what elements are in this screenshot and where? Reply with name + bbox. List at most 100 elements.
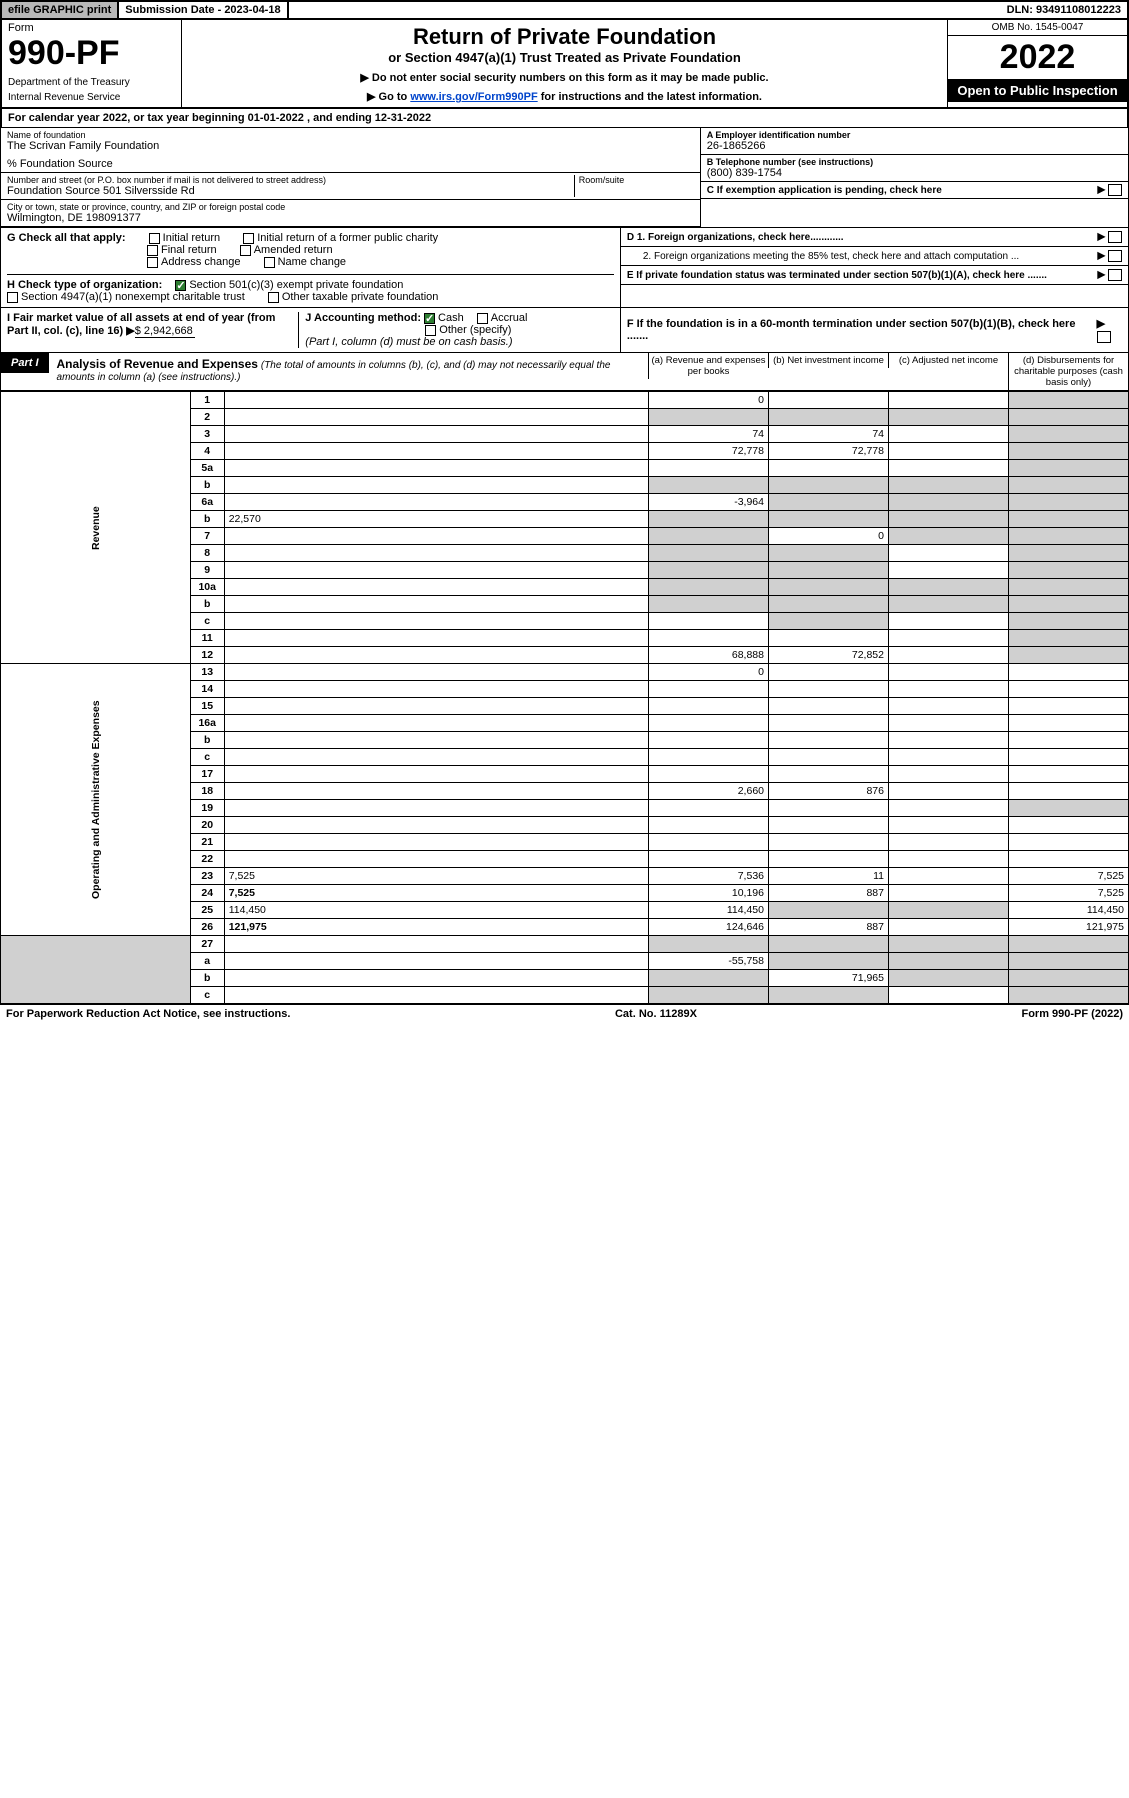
form-header: Form 990-PF Department of the Treasury I… — [0, 20, 1129, 109]
page-footer: For Paperwork Reduction Act Notice, see … — [0, 1004, 1129, 1023]
tel-label: B Telephone number (see instructions) — [707, 157, 1122, 167]
name-label: Name of foundation — [7, 130, 694, 140]
c-label: C If exemption application is pending, c… — [707, 185, 942, 196]
irs-label: Internal Revenue Service — [8, 92, 175, 103]
address-cell: Number and street (or P.O. box number if… — [1, 173, 700, 200]
i-value: $ 2,942,668 — [135, 325, 195, 338]
submission-date: Submission Date - 2023-04-18 — [119, 2, 288, 18]
entity-info: Name of foundation The Scrivan Family Fo… — [0, 128, 1129, 228]
g-address-checkbox[interactable] — [147, 257, 158, 268]
col-b-header: (b) Net investment income — [768, 353, 888, 368]
j-cash: Cash — [438, 312, 464, 324]
goto-pre: ▶ Go to — [367, 91, 410, 103]
e-checkbox[interactable] — [1108, 269, 1122, 281]
part1-title: Analysis of Revenue and Expenses — [57, 357, 258, 371]
footer-formref: Form 990-PF (2022) — [1021, 1008, 1123, 1020]
tel-value: (800) 839-1754 — [707, 167, 1122, 179]
col-d-header: (d) Disbursements for charitable purpose… — [1008, 353, 1128, 390]
city-cell: City or town, state or province, country… — [1, 200, 700, 227]
d2-label: 2. Foreign organizations meeting the 85%… — [627, 251, 1019, 262]
addr-label: Number and street (or P.O. box number if… — [7, 175, 574, 185]
foundation-name: The Scrivan Family Foundation — [7, 140, 694, 152]
room-label: Room/suite — [579, 175, 694, 185]
d1-label: D 1. Foreign organizations, check here..… — [627, 232, 844, 243]
side-label: Revenue — [1, 392, 191, 664]
open-to-public: Open to Public Inspection — [948, 79, 1127, 102]
h-opt1: Section 501(c)(3) exempt private foundat… — [189, 279, 403, 291]
part1-label: Part I — [1, 353, 49, 373]
top-bar: efile GRAPHIC print Submission Date - 20… — [0, 0, 1129, 20]
g-label: G Check all that apply: — [7, 232, 126, 244]
revenue-expense-table: Revenue10237474472,77872,7785ab6a-3,964b… — [0, 391, 1129, 1004]
street-address: Foundation Source 501 Silversside Rd — [7, 185, 574, 197]
g-section: G Check all that apply: Initial return I… — [7, 232, 614, 268]
f-label: F If the foundation is in a 60-month ter… — [627, 318, 1097, 342]
form990pf-link[interactable]: www.irs.gov/Form990PF — [410, 91, 537, 103]
part1-header: Part I Analysis of Revenue and Expenses … — [0, 353, 1129, 391]
j-accrual: Accrual — [491, 312, 528, 324]
h-501c3-checkbox[interactable] — [175, 280, 186, 291]
foundation-name-cell: Name of foundation The Scrivan Family Fo… — [1, 128, 700, 173]
year-block: OMB No. 1545-0047 2022 Open to Public In… — [947, 20, 1127, 107]
dln: DLN: 93491108012223 — [1001, 2, 1127, 18]
goto-post: for instructions and the latest informat… — [538, 91, 762, 103]
h-opt3: Other taxable private foundation — [282, 291, 439, 303]
g-amended-checkbox[interactable] — [240, 245, 251, 256]
f-checkbox[interactable] — [1097, 331, 1111, 343]
g-initial-former-checkbox[interactable] — [243, 233, 254, 244]
form-word: Form — [8, 22, 175, 34]
c-checkbox[interactable] — [1108, 184, 1122, 196]
e-row: E If private foundation status was termi… — [621, 266, 1128, 285]
g-opt-name: Name change — [278, 256, 347, 268]
d1-checkbox[interactable] — [1108, 231, 1122, 243]
ein-value: 26-1865266 — [707, 140, 1122, 152]
j-accrual-checkbox[interactable] — [477, 313, 488, 324]
city-state-zip: Wilmington, DE 198091377 — [7, 212, 694, 224]
h-opt2: Section 4947(a)(1) nonexempt charitable … — [21, 291, 245, 303]
j-cash-checkbox[interactable] — [424, 313, 435, 324]
h-section: H Check type of organization: Section 50… — [7, 274, 614, 303]
omb-number: OMB No. 1545-0047 — [948, 20, 1127, 36]
j-label: J Accounting method: — [305, 312, 421, 324]
g-opt-address: Address change — [161, 256, 241, 268]
form-id-block: Form 990-PF Department of the Treasury I… — [2, 20, 182, 107]
g-name-checkbox[interactable] — [264, 257, 275, 268]
g-final-checkbox[interactable] — [147, 245, 158, 256]
efile-label[interactable]: efile GRAPHIC print — [2, 2, 119, 18]
g-initial-checkbox[interactable] — [149, 233, 160, 244]
j-note: (Part I, column (d) must be on cash basi… — [305, 336, 614, 348]
i-j-row: I Fair market value of all assets at end… — [0, 308, 1129, 353]
tax-year: 2022 — [948, 36, 1127, 79]
footer-catno: Cat. No. 11289X — [615, 1008, 697, 1020]
col-a-header: (a) Revenue and expenses per books — [648, 353, 768, 379]
ein-cell: A Employer identification number 26-1865… — [701, 128, 1128, 155]
form-number: 990-PF — [8, 34, 175, 73]
j-other: Other (specify) — [439, 324, 511, 336]
d2-row: 2. Foreign organizations meeting the 85%… — [621, 247, 1128, 266]
care-of: % Foundation Source — [7, 158, 694, 170]
g-opt-initial: Initial return — [163, 232, 220, 244]
g-opt-final: Final return — [161, 244, 217, 256]
h-other-checkbox[interactable] — [268, 292, 279, 303]
city-label: City or town, state or province, country… — [7, 202, 694, 212]
form-subtitle: or Section 4947(a)(1) Trust Treated as P… — [192, 50, 937, 65]
g-h-row: G Check all that apply: Initial return I… — [0, 228, 1129, 308]
table-row: 27 — [1, 936, 1129, 953]
ein-label: A Employer identification number — [707, 130, 1122, 140]
d2-checkbox[interactable] — [1108, 250, 1122, 262]
h-label: H Check type of organization: — [7, 279, 162, 291]
g-opt-former: Initial return of a former public charit… — [257, 232, 438, 244]
footer-paperwork: For Paperwork Reduction Act Notice, see … — [6, 1008, 290, 1020]
form-title-block: Return of Private Foundation or Section … — [182, 20, 947, 107]
goto-note: ▶ Go to www.irs.gov/Form990PF for instru… — [192, 90, 937, 103]
col-c-header: (c) Adjusted net income — [888, 353, 1008, 368]
calendar-year-line: For calendar year 2022, or tax year begi… — [0, 109, 1129, 128]
side-label: Operating and Administrative Expenses — [1, 664, 191, 936]
form-title: Return of Private Foundation — [192, 24, 937, 50]
ssn-warning: ▶ Do not enter social security numbers o… — [192, 71, 937, 84]
j-other-checkbox[interactable] — [425, 325, 436, 336]
dept-treasury: Department of the Treasury — [8, 77, 175, 88]
h-4947-checkbox[interactable] — [7, 292, 18, 303]
tel-cell: B Telephone number (see instructions) (8… — [701, 155, 1128, 182]
table-row: Revenue10 — [1, 392, 1129, 409]
